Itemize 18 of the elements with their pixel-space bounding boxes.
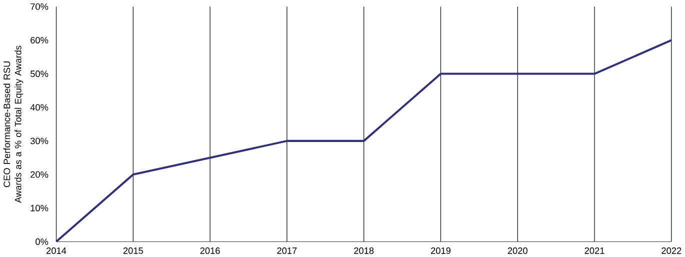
y-tick-label: 40% xyxy=(30,104,48,110)
x-tick-label: 2016 xyxy=(200,247,220,254)
y-axis-title: CEO Performance-Based RSU Awards as a % of Total Equity Awards xyxy=(3,46,24,203)
x-tick-label: 2018 xyxy=(354,247,374,254)
y-tick-label: 70% xyxy=(30,3,48,10)
y-tick-label: 50% xyxy=(30,70,48,77)
y-tick-label: 60% xyxy=(30,36,48,44)
x-tick-label: 2019 xyxy=(431,247,450,254)
x-tick-label: 2021 xyxy=(584,247,604,254)
x-tick-label: 2020 xyxy=(508,247,528,254)
y-tick-label: 30% xyxy=(30,138,48,144)
y-tick-label: 20% xyxy=(30,171,48,178)
x-tick-label: 2017 xyxy=(277,247,297,254)
y-tick-label: 0% xyxy=(36,238,48,245)
x-tick-label: 2022 xyxy=(662,247,682,254)
x-tick-label: 2015 xyxy=(123,247,143,254)
x-tick-label: 2014 xyxy=(46,247,66,254)
y-tick-label: 10% xyxy=(30,204,48,212)
